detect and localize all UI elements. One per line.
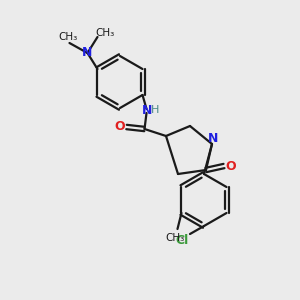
Text: N: N	[142, 103, 153, 116]
Text: Cl: Cl	[176, 233, 189, 247]
Text: CH₃: CH₃	[166, 233, 185, 243]
Text: N: N	[208, 133, 218, 146]
Text: CH₃: CH₃	[59, 32, 78, 42]
Text: CH₃: CH₃	[96, 28, 115, 38]
Text: O: O	[114, 121, 125, 134]
Text: O: O	[226, 160, 236, 172]
Text: N: N	[82, 46, 93, 59]
Text: H: H	[151, 105, 160, 115]
